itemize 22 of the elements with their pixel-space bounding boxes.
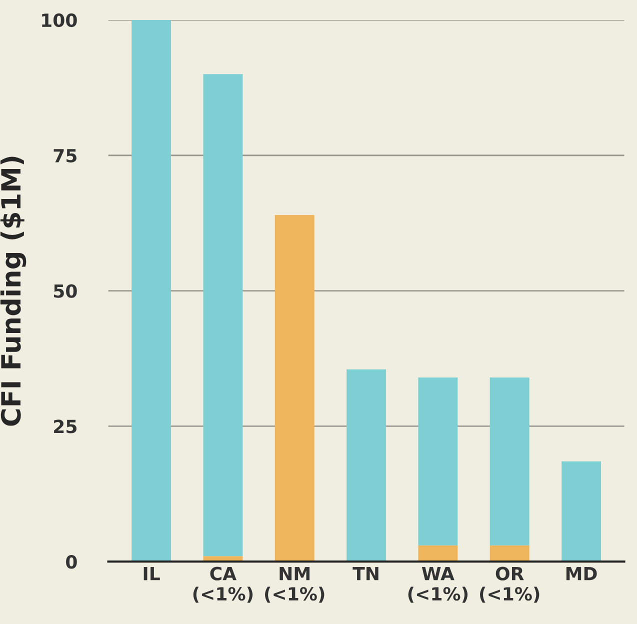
x-tick-label: WA (<1%) [408,567,468,603]
bar [346,369,386,562]
bar [418,377,458,546]
y-tick-label: 75 [54,149,76,162]
y-tick-label: 50 [54,284,77,298]
x-tick-label: MD [566,567,597,580]
y-tick-label: 100 [42,13,77,28]
bar [418,545,458,562]
bar [490,545,530,562]
x-tick-label: NM (<1%) [265,567,324,603]
x-tick-label: IL [144,567,160,580]
bar [132,20,171,562]
x-tick-label: TN [352,567,378,580]
y-tick-label: 25 [54,420,76,434]
bar [562,461,601,562]
x-tick-label: CA (<1%) [193,566,253,603]
y-axis-title: CFI Funding ($1M) [0,156,26,426]
bar [203,74,243,556]
bar [274,214,314,562]
x-tick-label: OR (<1%) [480,566,540,603]
bar [490,377,530,546]
y-tick-label: 0 [66,555,77,569]
